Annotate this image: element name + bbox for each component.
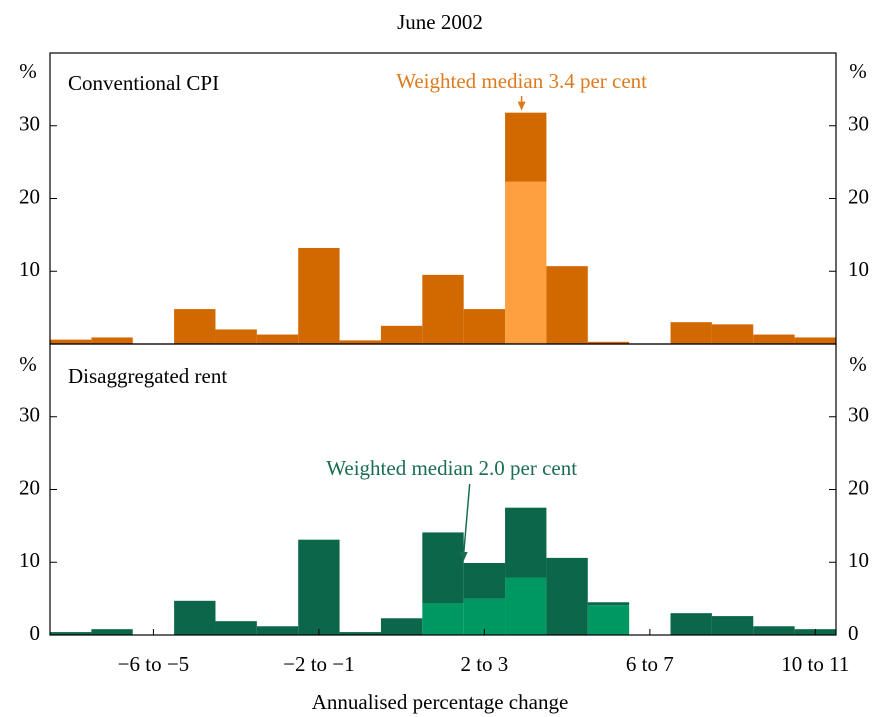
- y2-tick-label: 10: [848, 548, 869, 572]
- bar: [505, 507, 547, 578]
- bar: [505, 181, 547, 344]
- bar: [339, 632, 381, 635]
- bar: [256, 334, 299, 344]
- bar: [215, 329, 257, 344]
- arrow-head: [517, 101, 526, 111]
- x-tick-label: 10 to 11: [781, 652, 849, 676]
- bar: [753, 626, 795, 635]
- bar: [587, 602, 630, 606]
- bar: [463, 598, 506, 635]
- bar: [463, 309, 506, 344]
- y-unit: %: [19, 352, 37, 376]
- bar: [339, 340, 381, 344]
- x-axis-label: Annualised percentage change: [312, 690, 569, 714]
- y-tick-label: 20: [19, 184, 40, 208]
- bar: [422, 602, 464, 635]
- bar: [91, 629, 133, 635]
- bar: [256, 626, 299, 635]
- x-tick-label: −6 to −5: [118, 652, 190, 676]
- x-tick-label: 6 to 7: [626, 652, 674, 676]
- y-tick-label: 30: [19, 403, 40, 427]
- y2-tick-label: 30: [848, 112, 869, 136]
- bar: [587, 341, 630, 344]
- annotation-arrow: [462, 483, 471, 555]
- bar: [50, 339, 92, 344]
- panel-label: Conventional CPI: [68, 71, 219, 95]
- bar: [505, 112, 547, 182]
- bar: [50, 632, 92, 635]
- bar: [753, 334, 795, 344]
- bar: [670, 322, 712, 344]
- bar: [422, 532, 464, 603]
- bar: [546, 557, 588, 635]
- bar: [546, 266, 588, 344]
- bar: [380, 325, 423, 344]
- y-tick-label: 30: [19, 112, 40, 136]
- y-tick-label: 0: [30, 621, 41, 645]
- y2-tick-label: 0: [848, 621, 859, 645]
- y2-unit: %: [849, 352, 867, 376]
- x-tick-label: 2 to 3: [460, 652, 508, 676]
- arrow-head: [459, 551, 468, 561]
- bar: [711, 324, 754, 344]
- y2-unit: %: [849, 59, 867, 83]
- bar: [670, 613, 712, 635]
- bar: [215, 621, 257, 635]
- y-tick-label: 10: [19, 257, 40, 281]
- x-tick-label: −2 to −1: [283, 652, 355, 676]
- y2-tick-label: 20: [848, 475, 869, 499]
- bar: [587, 605, 630, 635]
- bar: [463, 562, 506, 599]
- y-tick-label: 10: [19, 548, 40, 572]
- bar: [298, 247, 340, 344]
- y2-tick-label: 30: [848, 403, 869, 427]
- bar: [91, 337, 133, 344]
- panel-label: Disaggregated rent: [68, 364, 227, 388]
- bar: [422, 274, 464, 344]
- bar: [505, 577, 547, 635]
- bar: [380, 618, 423, 635]
- bar: [174, 600, 216, 635]
- y2-tick-label: 20: [848, 184, 869, 208]
- bar: [794, 337, 836, 344]
- chart-title: June 2002: [397, 10, 483, 34]
- y2-tick-label: 10: [848, 257, 869, 281]
- annotation: Weighted median 2.0 per cent: [326, 456, 577, 480]
- bar: [174, 309, 216, 344]
- y-unit: %: [19, 59, 37, 83]
- annotation: Weighted median 3.4 per cent: [396, 69, 647, 93]
- bar: [711, 616, 754, 635]
- bar: [298, 539, 340, 635]
- y-tick-label: 20: [19, 475, 40, 499]
